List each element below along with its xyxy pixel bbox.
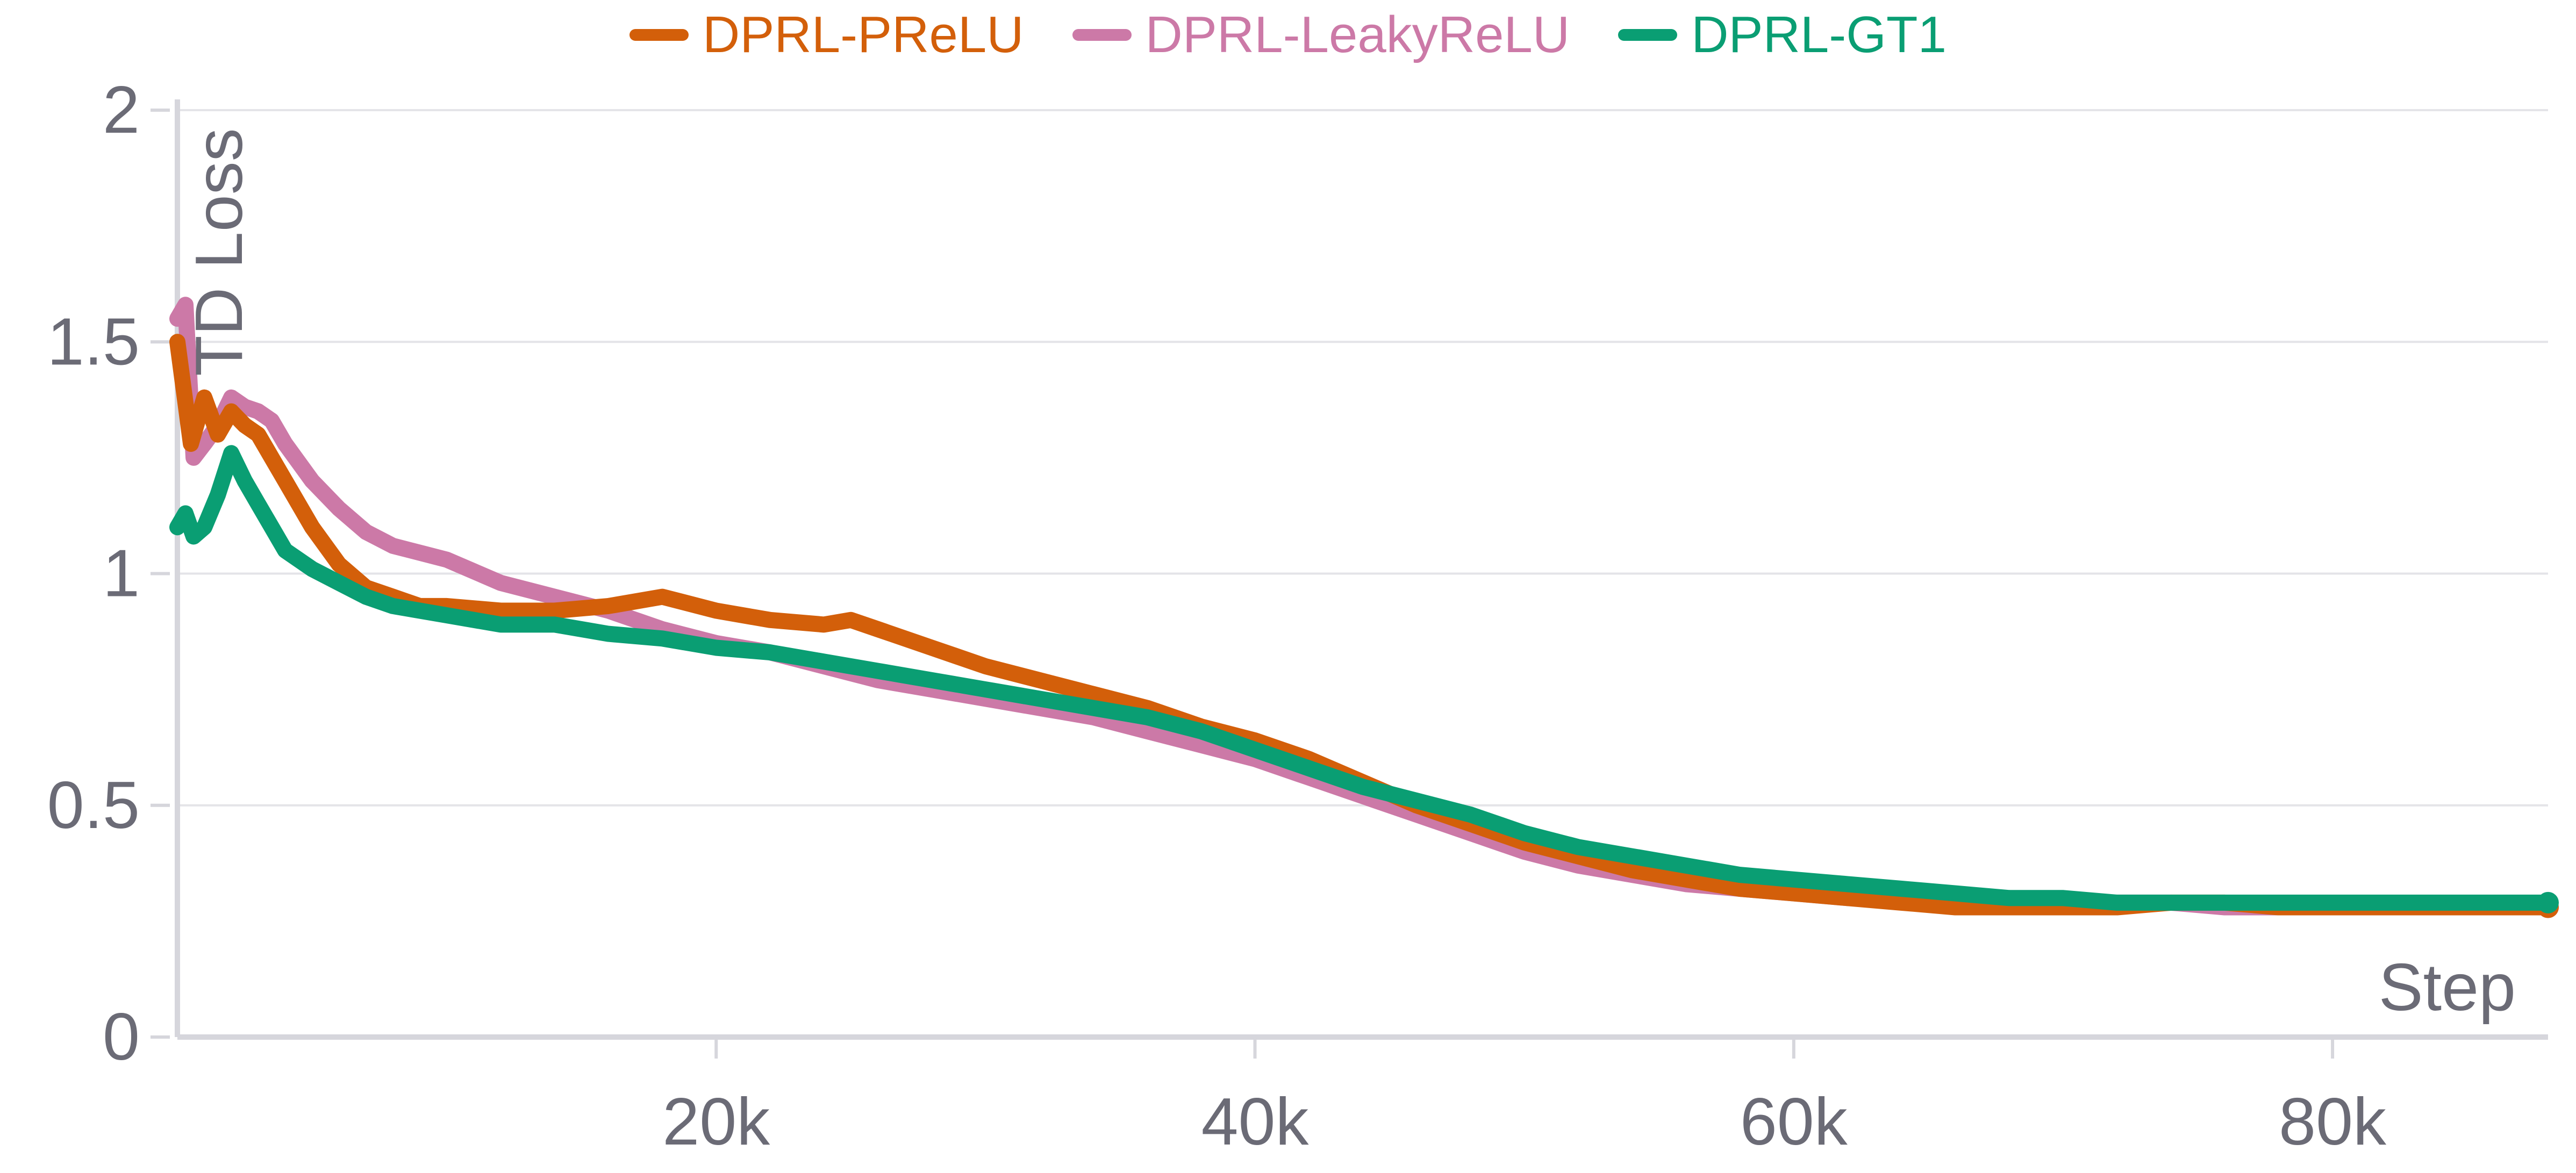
y-tick-label: 1.5: [47, 305, 140, 379]
legend-label-leakyrelu: DPRL-LeakyReLU: [1145, 6, 1570, 63]
legend-item-leakyrelu[interactable]: DPRL-LeakyReLU: [1072, 5, 1570, 64]
x-tick-label: 40k: [1201, 1085, 1310, 1159]
series-lines: [169, 297, 2559, 918]
legend-label-gt1: DPRL-GT1: [1691, 6, 1947, 63]
series-endpoint-dprl-gt1: [2537, 891, 2559, 913]
x-tick-label: 20k: [662, 1085, 770, 1159]
legend-item-gt1[interactable]: DPRL-GT1: [1618, 5, 1947, 64]
x-tick-label: 60k: [1740, 1085, 1848, 1159]
y-tick-label: 1: [103, 537, 140, 611]
legend-swatch-prelu: [629, 29, 689, 41]
series-line-dprl-prelu: [169, 334, 2556, 916]
x-tick-label: 80k: [2279, 1085, 2387, 1159]
y-tick-label: 0.5: [47, 768, 140, 843]
tick-labels: 0 0.5 1 1.5 2 20k 40k 60k 80k: [47, 73, 2387, 1159]
legend-item-prelu[interactable]: DPRL-PReLU: [629, 5, 1024, 64]
y-axis-title: TD Loss: [182, 128, 256, 376]
series-line-dprl-gt1: [169, 445, 2556, 911]
legend-label-prelu: DPRL-PReLU: [703, 6, 1024, 63]
legend-swatch-leakyrelu: [1072, 29, 1132, 41]
legend-swatch-gt1: [1618, 29, 1678, 41]
gridlines: [177, 109, 2548, 807]
legend: DPRL-PReLU DPRL-LeakyReLU DPRL-GT1: [0, 0, 2576, 70]
y-tick-label: 2: [103, 73, 140, 147]
axes: [151, 99, 2548, 1059]
y-tick-label: 0: [103, 1000, 140, 1074]
x-axis-title: Step: [2379, 951, 2516, 1025]
